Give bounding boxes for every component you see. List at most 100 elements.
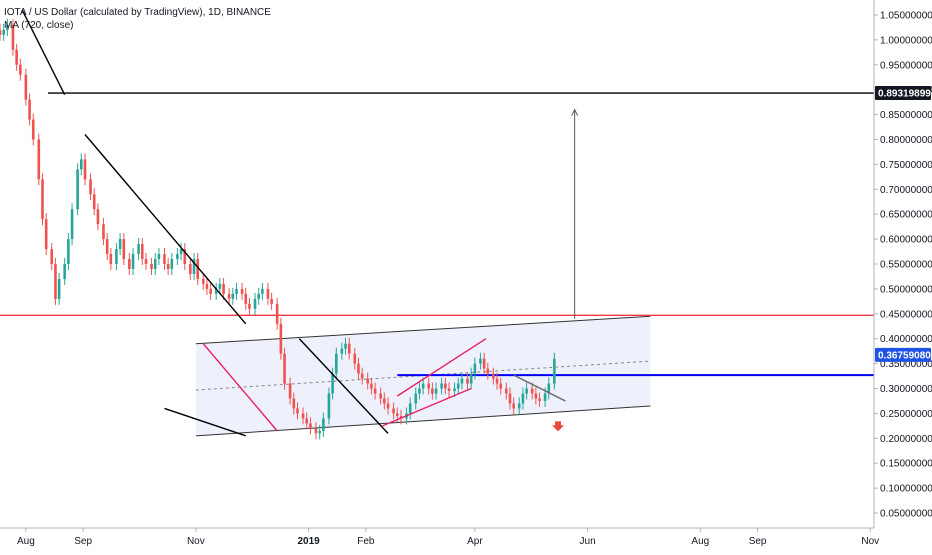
candle-body[interactable] [137,244,140,255]
trendline[interactable] [21,9,66,95]
candle-body[interactable] [525,388,528,394]
candle-body[interactable] [353,353,357,364]
candle-body[interactable] [115,249,118,264]
candle-body[interactable] [163,254,166,264]
candle-body[interactable] [196,259,200,279]
candle-body[interactable] [54,264,57,299]
candle-body[interactable] [292,398,296,409]
candle-body[interactable] [512,403,515,409]
candle-body[interactable] [318,430,321,434]
candle-body[interactable] [366,378,370,384]
candle-body[interactable] [231,293,235,299]
candle-body[interactable] [67,239,70,264]
candle-body[interactable] [253,298,257,309]
candle-body[interactable] [50,249,54,264]
candle-body[interactable] [227,293,231,299]
candle-body[interactable] [495,378,499,384]
candle-body[interactable] [482,358,486,369]
candle-body[interactable] [244,293,248,304]
candle-body[interactable] [553,358,556,384]
candle-body[interactable] [301,413,305,419]
candle-body[interactable] [473,363,477,374]
candle-body[interactable] [288,383,292,399]
candle-body[interactable] [102,224,105,240]
candle-body[interactable] [373,388,377,394]
candle-body[interactable] [240,288,244,294]
candle-body[interactable] [96,209,100,225]
candle-body[interactable] [118,239,122,250]
candle-body[interactable] [83,159,87,180]
candle-body[interactable] [360,373,364,379]
candle-body[interactable] [456,383,460,389]
candle-body[interactable] [314,428,318,434]
candle-body[interactable] [218,283,222,289]
candle-body[interactable] [105,239,109,255]
candle-body[interactable] [357,363,360,374]
candle-body[interactable] [128,259,131,269]
candle-body[interactable] [427,383,430,389]
candle-body[interactable] [444,383,447,389]
candle-body[interactable] [0,29,2,35]
candle-body[interactable] [431,388,434,394]
candle-body[interactable] [395,413,399,416]
candle-body[interactable] [386,403,390,409]
candle-body[interactable] [15,49,18,65]
candle-body[interactable] [408,403,412,414]
candle-body[interactable] [2,29,5,35]
candle-body[interactable] [266,288,270,299]
candle-body[interactable] [144,259,148,264]
candle-body[interactable] [80,159,83,170]
candle-body[interactable] [504,388,508,394]
candle-body[interactable] [235,288,238,294]
candle-body[interactable] [392,408,395,414]
candle-body[interactable] [547,383,551,394]
candle-body[interactable] [379,393,382,399]
candle-body[interactable] [414,393,418,404]
candle-body[interactable] [222,283,225,294]
trendline[interactable] [513,374,566,402]
channel-mid-line[interactable] [195,360,651,391]
trendline[interactable] [202,343,278,432]
candle-body[interactable] [517,403,521,409]
candle-body[interactable] [209,288,212,294]
candle-body[interactable] [170,259,174,269]
candle-body[interactable] [486,368,490,374]
candle-body[interactable] [201,278,205,284]
candle-body[interactable] [122,239,126,260]
candle-body[interactable] [6,24,9,30]
candle-body[interactable] [499,383,503,389]
candle-body[interactable] [92,194,96,210]
candle-body[interactable] [189,264,192,274]
candle-body[interactable] [157,254,161,260]
candle-body[interactable] [530,388,534,394]
trendline[interactable] [164,407,246,437]
candle-body[interactable] [19,64,22,75]
trendline[interactable] [396,338,487,397]
candle-body[interactable] [89,179,92,195]
candle-body[interactable] [140,244,144,260]
candle-body[interactable] [131,254,135,269]
candle-body[interactable] [466,378,469,384]
candle-body[interactable] [383,398,386,404]
candle-body[interactable] [28,99,31,120]
candle-body[interactable] [508,393,512,404]
candle-body[interactable] [331,373,334,394]
candle-body[interactable] [248,303,251,309]
candle-body[interactable] [261,288,264,294]
candle-body[interactable] [205,283,209,289]
candle-body[interactable] [418,388,421,394]
candle-body[interactable] [421,383,425,389]
candle-body[interactable] [296,408,299,414]
candle-body[interactable] [183,249,187,264]
candle-body[interactable] [166,264,170,269]
candle-body[interactable] [460,378,464,384]
candle-body[interactable] [109,254,113,264]
candle-body[interactable] [521,393,525,404]
candle-body[interactable] [257,293,260,299]
candle-body[interactable] [334,353,338,374]
candle-body[interactable] [44,219,48,250]
candle-body[interactable] [399,415,403,419]
candle-body[interactable] [322,418,325,431]
candle-body[interactable] [344,343,347,349]
